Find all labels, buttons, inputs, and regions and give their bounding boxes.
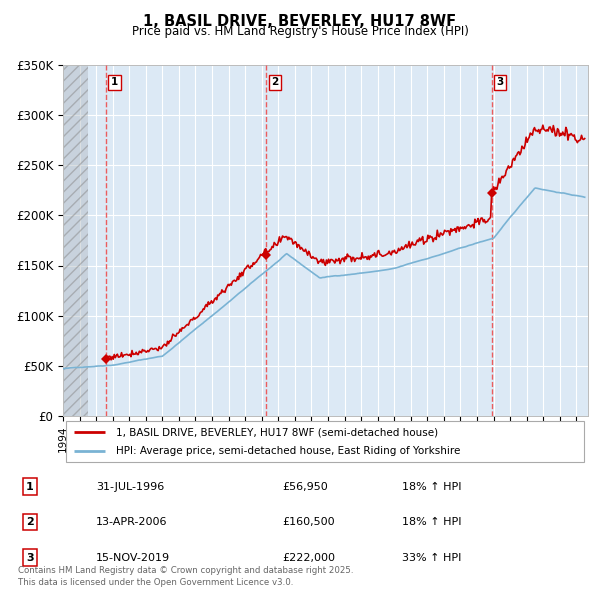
Text: 3: 3 bbox=[26, 553, 34, 562]
Text: £222,000: £222,000 bbox=[282, 553, 335, 562]
Text: 13-APR-2006: 13-APR-2006 bbox=[96, 517, 167, 527]
Text: 1, BASIL DRIVE, BEVERLEY, HU17 8WF (semi-detached house): 1, BASIL DRIVE, BEVERLEY, HU17 8WF (semi… bbox=[115, 427, 437, 437]
FancyBboxPatch shape bbox=[65, 421, 584, 462]
Text: £160,500: £160,500 bbox=[282, 517, 335, 527]
Text: 33% ↑ HPI: 33% ↑ HPI bbox=[402, 553, 461, 562]
Text: 3: 3 bbox=[497, 77, 504, 87]
Text: Price paid vs. HM Land Registry's House Price Index (HPI): Price paid vs. HM Land Registry's House … bbox=[131, 25, 469, 38]
Text: 15-NOV-2019: 15-NOV-2019 bbox=[96, 553, 170, 562]
Text: 2: 2 bbox=[26, 517, 34, 527]
Text: 1: 1 bbox=[26, 482, 34, 491]
Text: 1: 1 bbox=[110, 77, 118, 87]
Text: 31-JUL-1996: 31-JUL-1996 bbox=[96, 482, 164, 491]
Text: 18% ↑ HPI: 18% ↑ HPI bbox=[402, 482, 461, 491]
Text: £56,950: £56,950 bbox=[282, 482, 328, 491]
Text: Contains HM Land Registry data © Crown copyright and database right 2025.
This d: Contains HM Land Registry data © Crown c… bbox=[18, 566, 353, 587]
Text: 18% ↑ HPI: 18% ↑ HPI bbox=[402, 517, 461, 527]
Text: 1, BASIL DRIVE, BEVERLEY, HU17 8WF: 1, BASIL DRIVE, BEVERLEY, HU17 8WF bbox=[143, 14, 457, 28]
Text: HPI: Average price, semi-detached house, East Riding of Yorkshire: HPI: Average price, semi-detached house,… bbox=[115, 446, 460, 456]
Text: 2: 2 bbox=[271, 77, 278, 87]
